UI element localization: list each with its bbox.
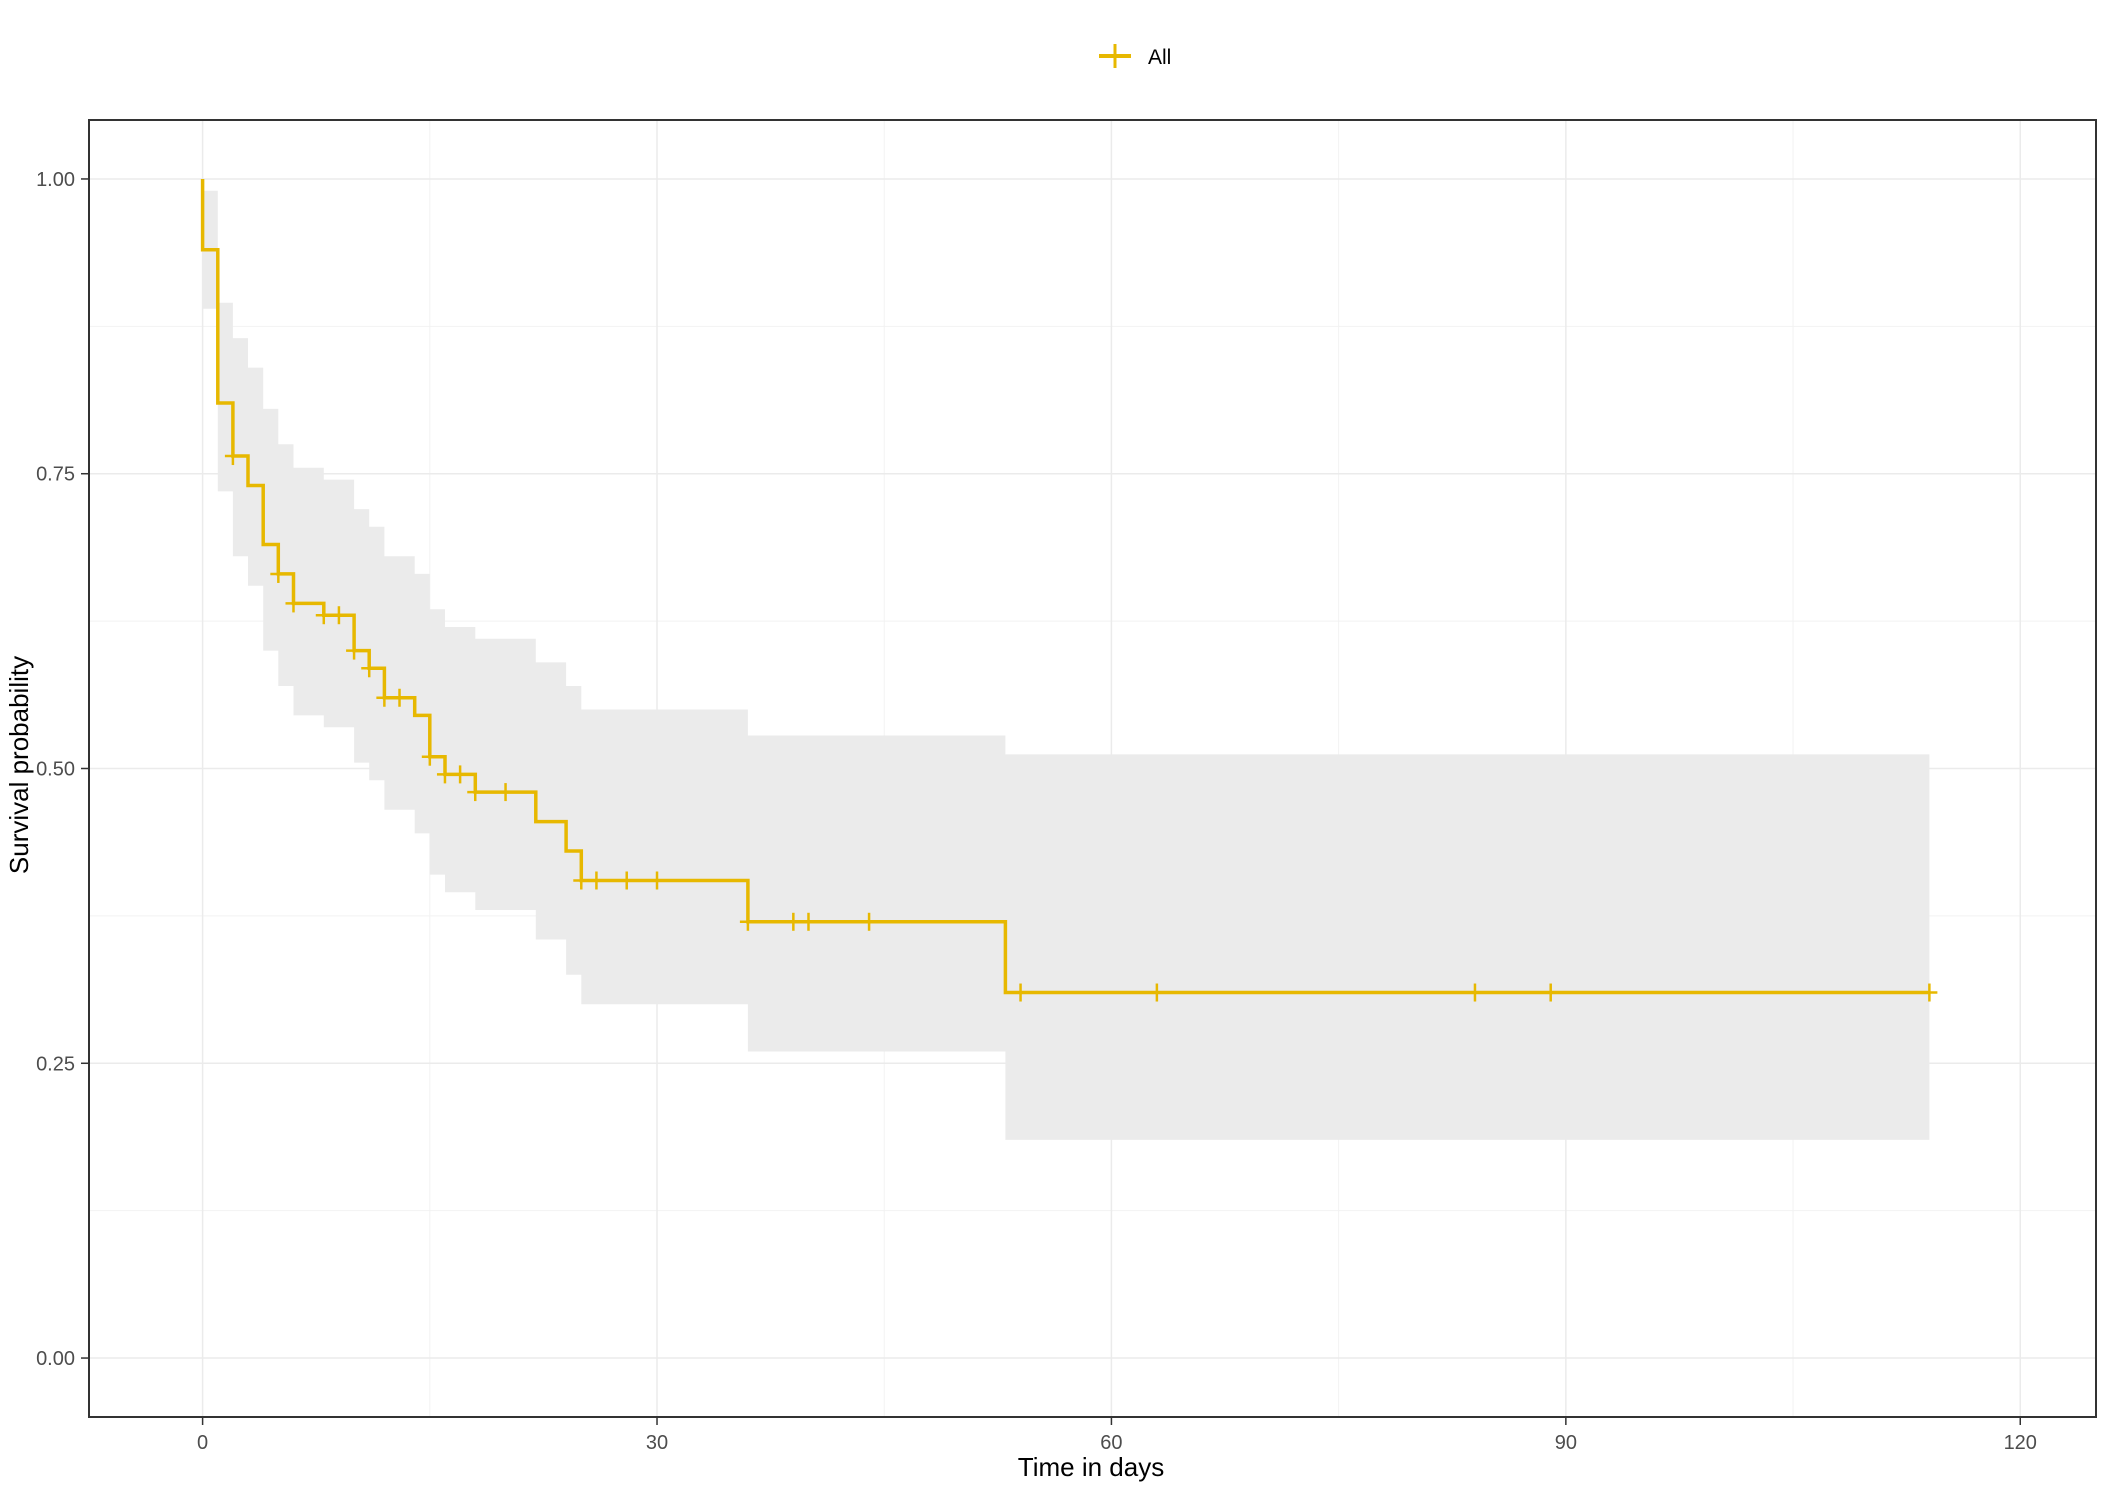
censor-mark <box>618 871 635 890</box>
x-axis-title: Time in days <box>1018 1452 1164 1482</box>
censor-mark <box>739 912 756 931</box>
plot-panel <box>88 119 2097 1418</box>
censor-mark <box>1012 983 1029 1002</box>
censor-mark <box>270 564 287 583</box>
censor-mark <box>421 747 438 766</box>
censor-mark <box>497 783 514 802</box>
x-tick-label: 30 <box>646 1432 668 1454</box>
legend: All <box>1099 44 1171 69</box>
x-tick-label: 60 <box>1100 1432 1122 1454</box>
censor-mark <box>588 871 605 890</box>
censor-mark <box>1148 983 1165 1002</box>
censor-mark <box>376 688 393 707</box>
y-tick-label: 0.50 <box>36 759 75 781</box>
y-tick-label: 0.00 <box>36 1348 75 1370</box>
censor-mark <box>1921 983 1938 1002</box>
y-axis: 0.00 0.25 0.50 0.75 1.00 <box>36 169 89 1370</box>
censor-mark <box>330 606 347 625</box>
x-tick-label: 0 <box>197 1432 208 1454</box>
censor-mark <box>285 594 302 613</box>
censor-mark <box>861 912 878 931</box>
survival-curve-all <box>200 179 1930 995</box>
y-tick-label: 0.25 <box>36 1053 75 1075</box>
censor-mark <box>361 659 378 678</box>
censor-mark <box>452 765 469 784</box>
censor-mark <box>573 871 590 890</box>
censor-mark <box>315 606 332 625</box>
censor-mark <box>436 765 453 784</box>
censor-mark <box>785 912 802 931</box>
censor-marks <box>224 447 1938 1002</box>
legend-label-all: All <box>1148 46 1171 69</box>
censor-mark <box>346 641 363 660</box>
confidence-band <box>202 190 1930 1140</box>
x-tick-label: 90 <box>1555 1432 1577 1454</box>
censor-mark <box>649 871 666 890</box>
y-tick-label: 1.00 <box>36 169 75 191</box>
censor-mark <box>224 447 241 466</box>
censor-mark <box>1542 983 1559 1002</box>
x-axis: 0 30 60 90 120 <box>197 1417 2037 1454</box>
censor-mark <box>1466 983 1483 1002</box>
censor-mark <box>391 688 408 707</box>
censor-mark <box>800 912 817 931</box>
censor-mark <box>467 783 484 802</box>
y-tick-label: 0.75 <box>36 464 75 486</box>
y-axis-title: Survival probability <box>4 656 34 874</box>
x-tick-label: 120 <box>2004 1432 2037 1454</box>
